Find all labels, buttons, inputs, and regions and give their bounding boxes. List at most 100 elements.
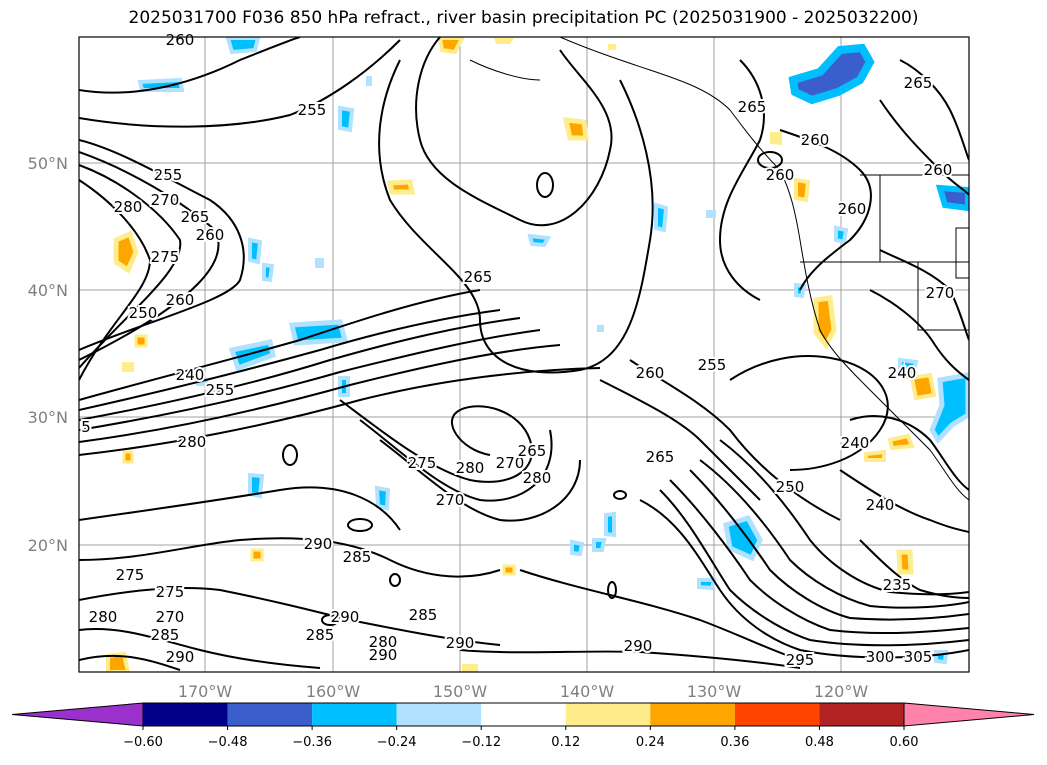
colorbar-box <box>396 703 482 726</box>
contour-label-halo: 265 <box>904 74 933 92</box>
colorbar-tick-label: −0.36 <box>292 735 332 750</box>
colorbar-frame <box>142 702 905 727</box>
colorbar-tick-label: 0.60 <box>890 735 919 750</box>
contour-label: 285 <box>343 548 372 566</box>
contour-label-halo: 280 <box>523 469 552 487</box>
colorbar-box <box>734 703 820 726</box>
contour-label-halo: 275 <box>116 566 145 584</box>
contour-labels: 2602602552552552552702702652652602602802… <box>79 29 956 671</box>
gridlines <box>79 37 969 672</box>
contour-label: 260 <box>766 166 795 184</box>
lon-label: 160°W <box>306 682 361 701</box>
contour-label-halo: 275 <box>156 583 185 601</box>
contour-label-halo: 260 <box>801 131 830 149</box>
contour-label-halo: 300 <box>866 648 895 666</box>
contour-label: 240 <box>176 366 205 384</box>
contour-label-halo: 240 <box>888 364 917 382</box>
colorbar-tick-label: 0.24 <box>636 735 665 750</box>
colorbar: −0.60 −0.48 −0.36 −0.24 −0.12 0.12 0.24 0.36 0.4… <box>11 702 1035 750</box>
precip-shading <box>106 37 969 672</box>
contour-label: 295 <box>786 651 815 669</box>
contour-label-halo: 285 <box>306 626 335 644</box>
contour-label: 280 <box>456 459 485 477</box>
plot-area <box>79 37 969 672</box>
contour-label-halo: 280 <box>114 198 143 216</box>
contour-label: 280 <box>89 608 118 626</box>
contour-label-halo: 255 <box>298 101 327 119</box>
contour-label-halo: 240 <box>841 434 870 452</box>
contour-label-halo: 235 <box>883 576 912 594</box>
contour-label: 285 <box>409 606 438 624</box>
lon-label: 150°W <box>433 682 488 701</box>
contour-label: 260 <box>196 226 225 244</box>
lon-label: 130°W <box>687 682 742 701</box>
contour-label: 260 <box>838 200 867 218</box>
contour-label-halo: 265 <box>518 442 547 460</box>
contour-label-halo: 290 <box>446 634 475 652</box>
contour-label-halo: 255 <box>154 166 183 184</box>
contour-label: 290 <box>624 637 653 655</box>
colorbar-box <box>481 703 566 726</box>
contour-label-halo: 250 <box>776 478 805 496</box>
refractivity-contours <box>79 37 969 671</box>
contour-label: 265 <box>518 442 547 460</box>
colorbar-tick-label: 0.48 <box>805 735 834 750</box>
colorbar-extend-low <box>11 702 144 727</box>
lat-label: 20°N <box>28 536 68 555</box>
contour-label-halo: 260 <box>766 166 795 184</box>
contour-label: 270 <box>151 191 180 209</box>
colorbar-extend-high <box>903 702 1035 727</box>
contour-label: 275 <box>116 566 145 584</box>
longitude-labels: 170°W 160°W 150°W 140°W 130°W 120°W <box>178 682 869 701</box>
contour-label: 280 <box>369 633 398 651</box>
colorbar-box <box>312 703 397 726</box>
contour-label-halo: 280 <box>89 608 118 626</box>
contour-label: 290 <box>331 608 360 626</box>
contour-label-halo: 305 <box>904 648 933 666</box>
contour-label: 280 <box>114 198 143 216</box>
lon-label: 140°W <box>560 682 615 701</box>
contour-label-halo: 265 <box>181 208 210 226</box>
contour-label: 260 <box>166 291 195 309</box>
contour-label-halo: 270 <box>151 191 180 209</box>
contour-label-halo: 255 <box>698 356 727 374</box>
contour-label: 265 <box>646 448 675 466</box>
colorbar-tick-label: −0.12 <box>461 735 501 750</box>
contour-label-halo: 275 <box>151 248 180 266</box>
contour-label: 275 <box>151 248 180 266</box>
contour-label-halo: 285 <box>343 548 372 566</box>
contour-label: 240 <box>841 434 870 452</box>
contour-label: 260 <box>166 31 195 49</box>
contour-label-halo: 265 <box>464 268 493 286</box>
contour-label-halo: 260 <box>924 161 953 179</box>
contour-label-halo: 5 <box>81 418 91 436</box>
contour-label: 260 <box>801 131 830 149</box>
contour-label: 270 <box>436 491 465 509</box>
contour-label-halo: 265 <box>738 98 767 116</box>
contour-label: 280 <box>523 469 552 487</box>
contour-label-halo: 260 <box>838 200 867 218</box>
colorbar-box <box>227 703 313 726</box>
contour-label: 290 <box>304 535 333 553</box>
contour-label-halo: 270 <box>496 454 525 472</box>
contour-label-halo: 260 <box>636 364 665 382</box>
contour-label: 235 <box>883 576 912 594</box>
contour-label-halo: 285 <box>409 606 438 624</box>
coastlines <box>469 37 969 501</box>
contour-label: 260 <box>924 161 953 179</box>
contour-label: 255 <box>154 166 183 184</box>
colorbar-tick-label: −0.24 <box>377 735 417 750</box>
latitude-labels: 50°N 40°N 30°N 20°N <box>28 154 68 555</box>
colorbar-tick-label: −0.60 <box>123 735 163 750</box>
contour-label: 270 <box>156 608 185 626</box>
contour-label: 290 <box>166 648 195 666</box>
contour-label: 265 <box>738 98 767 116</box>
contour-label: 270 <box>926 284 955 302</box>
contour-label-halo: 270 <box>436 491 465 509</box>
contour-label: 250 <box>129 304 158 322</box>
contour-label: 250 <box>776 478 805 496</box>
contour-label-halo: 295 <box>786 651 815 669</box>
contour-label: 290 <box>369 646 398 664</box>
contour-label: 305 <box>904 648 933 666</box>
contour-label-halo: 255 <box>206 381 235 399</box>
